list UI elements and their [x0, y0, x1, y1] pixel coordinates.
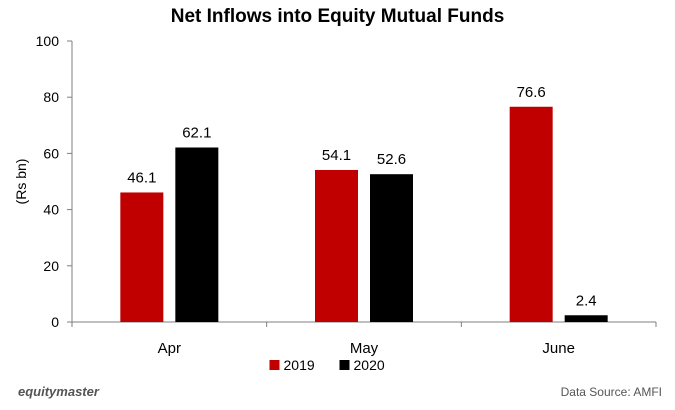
- y-tick-label: 80: [43, 89, 59, 105]
- data-label: 46.1: [127, 169, 156, 186]
- data-source-note: Data Source: AMFI: [560, 385, 662, 399]
- legend-swatch: [339, 360, 350, 370]
- data-label: 62.1: [182, 124, 211, 141]
- x-tick-label: Apr: [158, 340, 181, 357]
- brand-logo-text: equitymaster: [18, 384, 99, 399]
- y-tick-label: 60: [43, 145, 59, 161]
- y-tick-label: 100: [36, 33, 60, 49]
- bar-2019-apr: [120, 192, 164, 322]
- bar-2020-june: [564, 315, 608, 322]
- chart-bars: 46.1 62.1 54.1 52.6 76.6 2.4: [120, 84, 608, 322]
- bar-2019-june: [509, 106, 553, 322]
- y-tick-label: 40: [43, 202, 59, 218]
- bar-2020-may: [370, 174, 413, 322]
- y-tick-label: 0: [51, 314, 59, 330]
- data-label: 2.4: [576, 292, 597, 309]
- data-label: 76.6: [517, 84, 546, 101]
- chart-axes: 0 20 40 60 80 100 (Rs bn) Apr May June: [13, 33, 657, 357]
- y-axis-label: (Rs bn): [13, 159, 29, 205]
- y-tick-label: 20: [43, 258, 59, 274]
- x-tick-label: June: [542, 340, 575, 357]
- legend-label: 2020: [354, 357, 385, 373]
- bar-2020-apr: [175, 147, 219, 322]
- data-label: 52.6: [377, 151, 406, 168]
- data-label: 54.1: [322, 147, 351, 164]
- bar-2019-may: [315, 169, 358, 322]
- chart-title: Net Inflows into Equity Mutual Funds: [170, 6, 505, 27]
- legend-label: 2019: [284, 357, 315, 373]
- x-tick-label: May: [350, 340, 379, 357]
- chart-legend: 2019 2020: [269, 357, 385, 373]
- legend-swatch: [269, 360, 280, 370]
